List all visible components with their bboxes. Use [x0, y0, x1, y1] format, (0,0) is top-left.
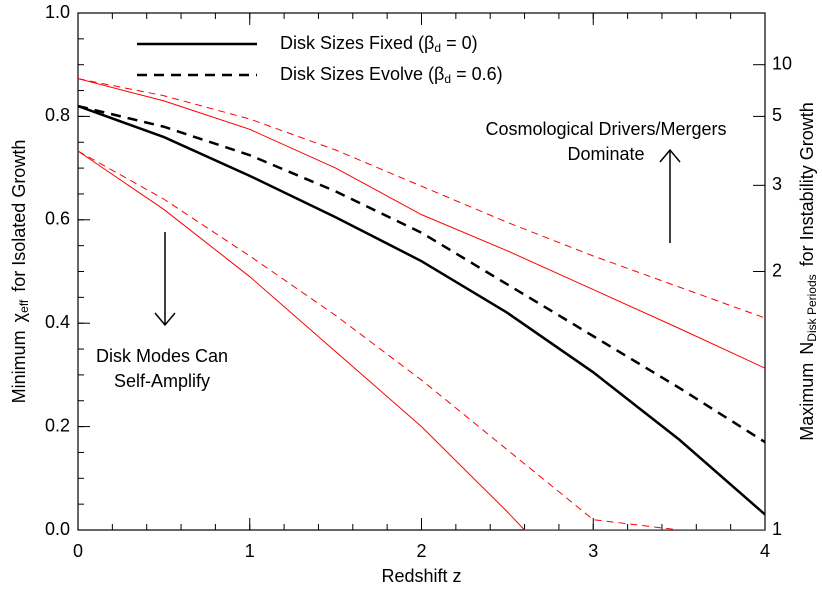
y-axis-label-sub: eff — [17, 299, 31, 313]
series-line — [78, 104, 765, 516]
legend-sub: d — [434, 41, 441, 55]
y-axis-label-symbol: χ — [9, 312, 29, 322]
y2-axis-label-sub: Disk Periods — [805, 274, 819, 341]
y-tick-label: 0.6 — [45, 209, 70, 229]
y2-axis-label-symbol: N — [797, 342, 817, 355]
legend-text: = 0) — [441, 33, 478, 53]
legend-sub: d — [444, 72, 451, 86]
x-axis-label: Redshift z — [381, 566, 461, 586]
annotation: Self-Amplify — [114, 371, 210, 391]
plot-frame — [77, 12, 766, 531]
y2-tick-label: 3 — [772, 174, 782, 194]
annotation: Disk Modes Can — [96, 346, 228, 366]
y2-tick-label: 2 — [772, 260, 782, 280]
y-axis-label: Minimum χeff for Isolated Growth — [9, 140, 31, 404]
legend-label: Disk Sizes Fixed (βd = 0) — [280, 33, 478, 55]
legend-text: = 0.6) — [451, 64, 503, 84]
y2-axis-label-text: Maximum — [797, 363, 817, 441]
y2-tick-label: 10 — [772, 53, 792, 73]
annotation: Dominate — [567, 144, 644, 164]
legend-text: Disk Sizes Fixed (β — [280, 33, 434, 53]
series-line — [78, 104, 765, 444]
annotation: Cosmological Drivers/Mergers — [485, 119, 726, 139]
y-tick-label: 1.0 — [45, 2, 70, 22]
y-tick-label: 0.0 — [45, 519, 70, 539]
series-line — [78, 78, 765, 319]
series-line — [78, 150, 765, 530]
legend-text: Disk Sizes Evolve (β — [280, 64, 444, 84]
y2-axis-label-text: for Instability Growth — [797, 102, 817, 266]
series-line — [78, 150, 765, 530]
x-tick-label: 1 — [245, 541, 255, 561]
x-tick-label: 2 — [416, 541, 426, 561]
x-tick-label: 0 — [73, 541, 83, 561]
annotation-arrow — [154, 232, 176, 327]
y-tick-label: 0.4 — [45, 312, 70, 332]
y-tick-label: 0.8 — [45, 105, 70, 125]
y-tick-label: 0.2 — [45, 415, 70, 435]
y2-tick-label: 5 — [772, 105, 782, 125]
x-tick-label: 3 — [588, 541, 598, 561]
y-axis-label-text: Minimum — [9, 330, 29, 403]
legend-label: Disk Sizes Evolve (βd = 0.6) — [280, 64, 503, 86]
annotation-arrow — [659, 148, 681, 243]
y2-axis-label: Maximum NDisk Periods for Instability Grow… — [797, 102, 819, 440]
y-axis-label-text: for Isolated Growth — [9, 140, 29, 292]
y2-tick-label: 1 — [772, 519, 782, 539]
x-tick-label: 4 — [760, 541, 770, 561]
series-line — [78, 78, 765, 369]
